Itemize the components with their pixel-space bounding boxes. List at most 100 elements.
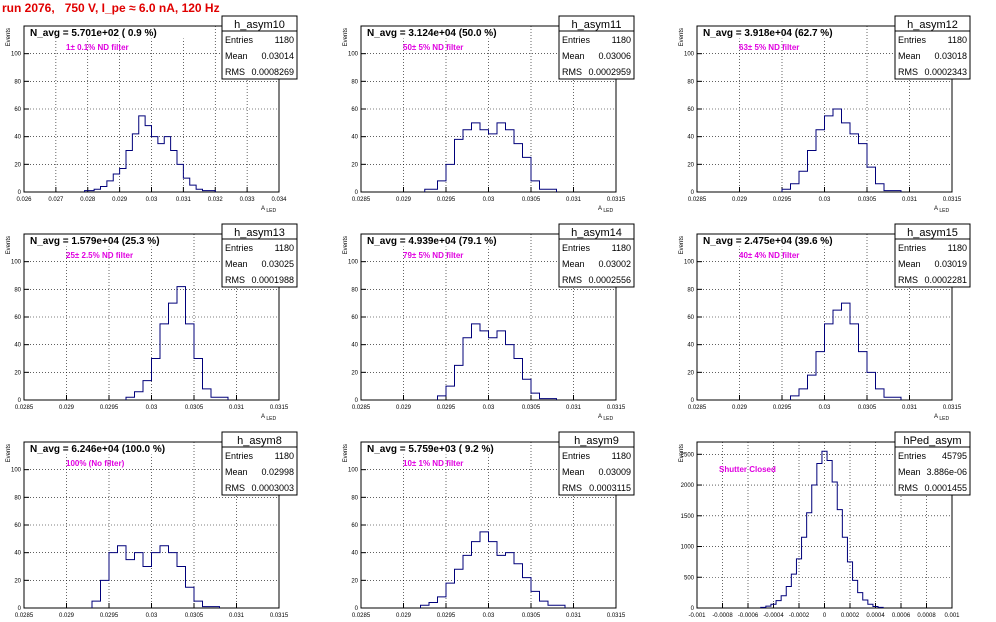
y-tick-label: 20 xyxy=(14,162,21,168)
histogram-bin xyxy=(101,580,110,608)
y-tick-label: 0 xyxy=(18,398,22,404)
histogram-bin xyxy=(853,580,858,608)
histogram-bin xyxy=(817,464,822,608)
histogram-bin xyxy=(446,164,455,192)
x-tick-label: -0.0008 xyxy=(712,613,733,619)
stats-value: 0.0003003 xyxy=(251,483,294,493)
histogram-bin xyxy=(455,365,464,400)
stats-value: 1180 xyxy=(275,243,294,253)
navg-label: N_avg = 5.759e+03 ( 9.2 %) xyxy=(367,444,494,455)
x-tick-label: 0.029 xyxy=(112,197,128,203)
stats-label: RMS xyxy=(898,67,918,77)
y-tick-label: 100 xyxy=(11,468,22,474)
y-axis-title: Events xyxy=(679,236,685,254)
y-tick-label: 60 xyxy=(687,107,694,113)
stats-title: h_asym13 xyxy=(234,227,285,239)
histogram-bin xyxy=(514,144,523,192)
histogram-bin xyxy=(152,553,161,608)
histogram-series xyxy=(125,286,229,400)
y-axis-title: Events xyxy=(343,28,349,46)
histogram-bin xyxy=(143,381,152,400)
stats-value: 1180 xyxy=(948,35,967,45)
x-tick-label: 0.0315 xyxy=(270,405,289,411)
y-tick-label: 100 xyxy=(11,260,22,266)
y-tick-label: 20 xyxy=(14,370,21,376)
histogram-bin xyxy=(867,167,876,192)
stats-frame xyxy=(558,15,635,80)
y-tick-label: 80 xyxy=(687,287,694,293)
stats-value: 0.03025 xyxy=(261,259,294,269)
x-tick-label: 0.0006 xyxy=(892,613,911,619)
x-tick-label: 0.0315 xyxy=(607,197,626,203)
x-tick-label: 0.03 xyxy=(819,197,831,203)
stats-title: hPed_asym xyxy=(903,435,961,447)
x-tick-label: 0.0305 xyxy=(858,197,877,203)
y-tick-label: 100 xyxy=(11,52,22,58)
y-tick-label: 60 xyxy=(351,315,358,321)
histogram-bin xyxy=(858,593,863,608)
histogram-bin xyxy=(808,375,817,400)
histogram-bin xyxy=(446,583,455,608)
navg-box xyxy=(24,234,191,247)
stats-value: 0.03006 xyxy=(598,51,631,61)
y-tick-label: 40 xyxy=(351,135,358,141)
histogram-bin xyxy=(143,567,152,609)
histogram-bin xyxy=(497,331,506,400)
histogram-bin xyxy=(796,559,801,608)
stats-title: h_asym12 xyxy=(907,19,958,31)
stats-label: Entries xyxy=(562,243,591,253)
y-tick-label: 80 xyxy=(351,287,358,293)
histogram-bin xyxy=(211,397,228,400)
stats-value: 0.0002556 xyxy=(588,275,631,285)
histogram-bin xyxy=(506,345,515,400)
histogram-bin xyxy=(113,174,119,192)
histogram-bin xyxy=(514,359,523,401)
histogram-bin xyxy=(160,324,169,400)
stats-value: 1180 xyxy=(275,451,294,461)
stats-label: RMS xyxy=(225,483,245,493)
y-axis-title: Events xyxy=(679,28,685,46)
stats-frame xyxy=(894,15,971,80)
histogram-bin xyxy=(158,144,164,192)
histogram-bin xyxy=(781,596,786,608)
navg-label: N_avg = 5.701e+02 ( 0.9 %) xyxy=(30,28,157,39)
histogram-bin xyxy=(876,389,885,400)
histogram-bin xyxy=(548,605,565,608)
histogram-bin xyxy=(825,324,834,400)
x-tick-label: 0.0002 xyxy=(841,613,860,619)
stats-box: h_asym11 Entries 1180 Mean 0.03006 RMS 0.00029… xyxy=(558,15,635,80)
y-tick-label: 0 xyxy=(355,606,359,612)
histogram-bin xyxy=(859,352,868,400)
histogram-bin xyxy=(177,287,186,400)
x-tick-label: 0.0315 xyxy=(943,197,962,203)
navg-label: N_avg = 3.918e+04 (62.7 %) xyxy=(703,28,833,39)
histogram-bin xyxy=(194,601,203,608)
stats-value: 0.03009 xyxy=(598,467,631,477)
y-axis-title: Events xyxy=(343,236,349,254)
y-tick-label: 40 xyxy=(351,551,358,557)
stats-box: h_asym9 Entries 1180 Mean 0.03009 RMS 0.000311… xyxy=(558,431,635,496)
histogram-bin xyxy=(761,607,766,608)
x-tick-label: 0.03 xyxy=(146,197,158,203)
histogram-bin xyxy=(145,126,151,192)
y-tick-label: 20 xyxy=(687,370,694,376)
histogram-bin xyxy=(514,564,523,608)
histogram-bin xyxy=(859,144,868,192)
histogram-bin xyxy=(480,532,489,608)
x-tick-label: 0.0285 xyxy=(15,613,34,619)
histogram-bin xyxy=(194,359,203,401)
y-tick-label: 80 xyxy=(14,287,21,293)
histogram-bin xyxy=(540,601,549,608)
x-tick-label: 0.032 xyxy=(208,197,224,203)
histogram-series xyxy=(437,323,557,400)
histogram-series xyxy=(91,545,220,608)
histogram-bin xyxy=(782,189,791,192)
histogram-bin xyxy=(791,574,796,608)
x-tick-label: 0.0305 xyxy=(185,405,204,411)
x-tick-label: 0.0305 xyxy=(522,197,541,203)
histogram-bin xyxy=(873,606,878,608)
histogram-bin xyxy=(863,600,868,608)
x-tick-label: 0.03 xyxy=(483,197,495,203)
x-tick-label: 0.001 xyxy=(944,613,960,619)
y-tick-label: 40 xyxy=(14,135,21,141)
